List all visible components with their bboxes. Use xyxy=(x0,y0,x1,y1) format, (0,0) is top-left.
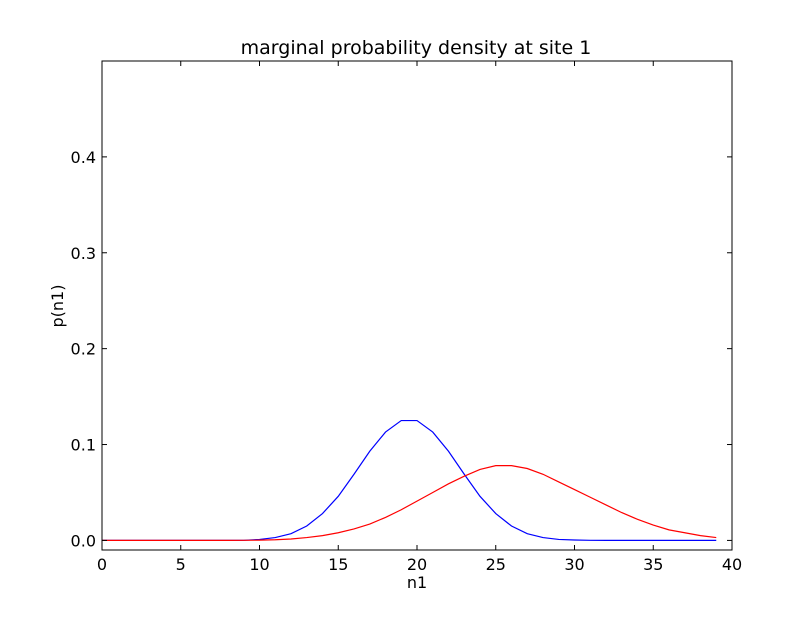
y-tick-label: 0.0 xyxy=(71,531,96,550)
y-tick-label: 0.4 xyxy=(71,148,96,167)
x-tick-label: 35 xyxy=(643,555,663,574)
series-layer xyxy=(102,419,717,542)
x-tick-label: 10 xyxy=(249,555,269,574)
x-tick-label: 5 xyxy=(176,555,186,574)
y-tick-label: 0.3 xyxy=(71,244,96,263)
x-tick-label: 25 xyxy=(486,555,506,574)
y-axis-label: p(n1) xyxy=(48,285,67,328)
y-tick-label: 0.1 xyxy=(71,436,96,455)
x-axis-label: n1 xyxy=(407,573,427,592)
x-tick-label: 30 xyxy=(564,555,584,574)
plot-area xyxy=(102,61,732,550)
x-tick-label: 15 xyxy=(328,555,348,574)
y-tick-label: 0.2 xyxy=(71,340,96,359)
series-line-2 xyxy=(102,465,717,542)
x-tick-label: 20 xyxy=(407,555,427,574)
x-tick-label: 0 xyxy=(97,555,107,574)
tick-layer: 0 5 10 15 20 25 30 35 40 0.0 0.1 0.2 0.3 0.4 xyxy=(71,61,742,574)
chart-title: marginal probability density at site 1 xyxy=(241,37,592,59)
plot-frame xyxy=(101,60,733,551)
x-tick-label: 40 xyxy=(722,555,742,574)
